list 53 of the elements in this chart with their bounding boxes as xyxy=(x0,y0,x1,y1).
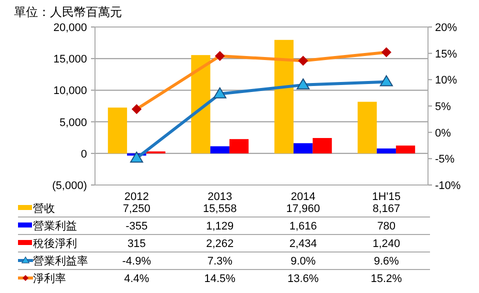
bar xyxy=(108,108,128,154)
data-label: 780 xyxy=(377,220,396,232)
bar xyxy=(312,138,332,154)
y2-tick-label: -5% xyxy=(435,154,455,166)
data-label: 1,129 xyxy=(206,220,234,232)
bar xyxy=(294,143,313,154)
bar xyxy=(191,55,210,154)
data-label: 9.0% xyxy=(290,256,316,268)
chart-title: 單位：人民幣百萬元 xyxy=(14,5,122,19)
bar xyxy=(358,102,377,154)
data-label: -355 xyxy=(126,220,148,232)
data-label: 2,434 xyxy=(289,238,317,250)
data-label: 15,558 xyxy=(203,203,237,215)
x-tick-label: 2013 xyxy=(208,191,232,203)
y2-tick-label: 5% xyxy=(435,101,452,113)
y2-tick-label: -10% xyxy=(435,180,461,192)
y-tick-label: 20,000 xyxy=(53,22,87,34)
y-tick-label: 5,000 xyxy=(59,116,87,129)
y-tick-label: 10,000 xyxy=(53,85,87,98)
y-tick-label: (5,000) xyxy=(52,180,87,192)
y2-tick-label: 0% xyxy=(435,127,452,140)
data-label: 8,167 xyxy=(372,203,400,215)
bar xyxy=(396,146,416,154)
legend-label: 稅後淨利 xyxy=(33,237,77,250)
data-label: 4.4% xyxy=(124,273,150,285)
data-label: 7,250 xyxy=(122,203,150,215)
data-label: 17,960 xyxy=(286,203,320,215)
data-label: 9.6% xyxy=(374,256,400,268)
legend-label: 淨利率 xyxy=(33,272,66,285)
data-label: 1,616 xyxy=(289,220,317,232)
data-label: 13.6% xyxy=(288,273,319,285)
y-tick-label: 0 xyxy=(80,148,87,160)
x-tick-label: 2014 xyxy=(290,191,316,203)
data-label: 315 xyxy=(127,238,146,250)
data-label: -4.9% xyxy=(122,256,152,268)
bar xyxy=(210,146,230,154)
data-label: 2,262 xyxy=(206,238,234,250)
bar xyxy=(376,148,396,154)
legend-label: 營業利益率 xyxy=(33,254,88,268)
y-tick-label: 15,000 xyxy=(53,54,87,66)
y2-tick-label: 20% xyxy=(435,22,458,34)
data-label: 1,240 xyxy=(372,238,400,250)
x-tick-label: 2012 xyxy=(124,191,149,203)
data-label: 7.3% xyxy=(207,256,233,268)
legend-label: 營業利益 xyxy=(33,220,77,232)
data-label: 15.2% xyxy=(370,273,402,285)
x-tick-label: 1H'15 xyxy=(372,191,401,203)
y2-tick-label: 10% xyxy=(435,74,458,87)
bar xyxy=(229,139,249,154)
y2-tick-label: 15% xyxy=(435,48,458,60)
bar xyxy=(274,40,294,154)
legend-label: 營收 xyxy=(33,202,55,215)
data-label: 14.5% xyxy=(204,273,236,285)
